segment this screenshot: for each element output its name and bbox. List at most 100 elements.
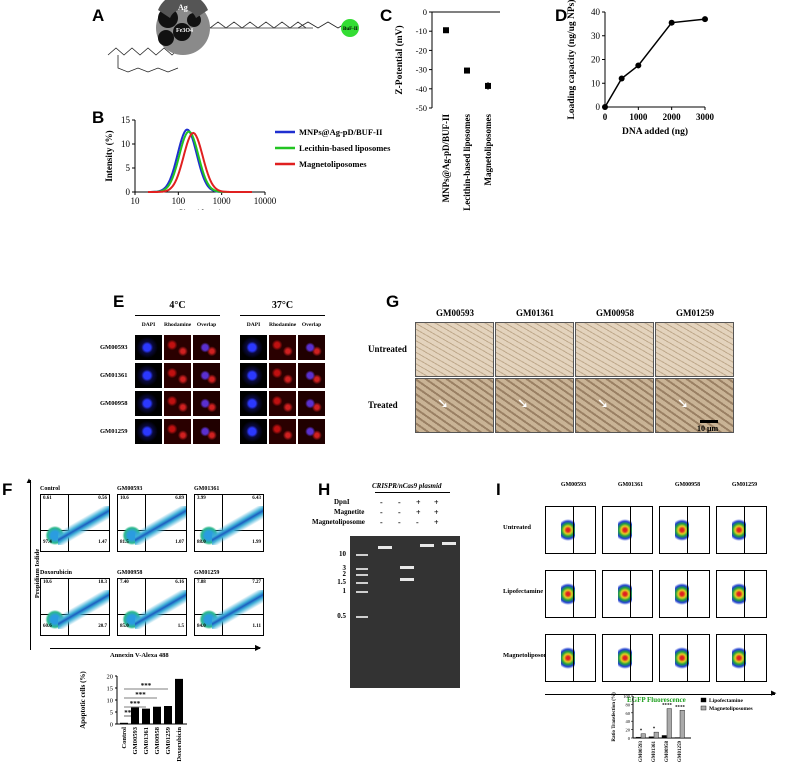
y-tick-label: 10 <box>591 78 601 88</box>
q1-value: 3.99 <box>197 496 206 501</box>
dna-band <box>378 546 392 549</box>
legend-label-2: Magnetoliposomes <box>709 706 753 712</box>
plot-title: GM01361 <box>194 486 219 492</box>
micrograph-dapi <box>135 391 162 416</box>
flow-plot <box>602 570 653 618</box>
sign-label: - <box>398 498 401 507</box>
sign-label: + <box>434 508 439 517</box>
q4-value: 97.4 <box>43 540 52 545</box>
column-label: GM00593 <box>415 308 495 318</box>
y-axis-label: Z-Potential (mV) <box>394 25 405 94</box>
category-label: GM01259 <box>165 726 172 754</box>
category-label: GM01259 <box>678 741 683 763</box>
ladder-band <box>356 574 368 576</box>
category-label: GM00593 <box>639 741 644 763</box>
row-label: GM00958 <box>100 400 127 407</box>
micrograph-dapi <box>135 335 162 360</box>
gate <box>573 635 596 681</box>
data-point <box>602 104 608 110</box>
data-point <box>443 27 449 33</box>
micrograph-dapi <box>240 335 267 360</box>
y-tick-label: 0 <box>110 722 113 729</box>
scale-label: 10 μm <box>697 424 718 433</box>
micrograph-rhodamine <box>269 335 296 360</box>
q1-value: 7.88 <box>197 580 206 585</box>
q2-value: 6.16 <box>175 580 184 585</box>
ag-shell-label: Ag <box>178 3 188 12</box>
y-axis-label: Apoptotic cells (%) <box>79 671 87 729</box>
brightfield-image <box>575 322 654 377</box>
gate <box>573 507 596 553</box>
flow-plot <box>545 634 596 682</box>
y-tick-label: 20 <box>107 674 114 681</box>
y-tick-label: 80 <box>626 702 631 707</box>
micrograph-dapi <box>240 391 267 416</box>
gate <box>744 507 767 553</box>
category-label: GM00593 <box>132 726 139 754</box>
y-tick-label: 0 <box>423 7 427 17</box>
legend-label-2: Lecithin-based liposomes <box>299 143 391 153</box>
flow-plot <box>602 634 653 682</box>
bar <box>164 706 172 724</box>
scale-bar <box>700 420 718 423</box>
flow-plot <box>659 634 710 682</box>
column-label: GM00593 <box>545 482 602 488</box>
gate <box>687 635 710 681</box>
bar-2 <box>667 709 672 738</box>
y-tick-label: 15 <box>107 686 114 693</box>
micrograph-overlap <box>298 335 325 360</box>
flow-plot <box>659 570 710 618</box>
y-axis-arrow-line <box>30 480 31 650</box>
legend-swatch-1 <box>701 698 706 702</box>
row-label: Magnetoliposome <box>312 518 365 526</box>
significance-label: *** <box>130 700 141 708</box>
bar-2 <box>680 710 685 738</box>
temp-header: 4°C <box>135 300 220 311</box>
y-tick-label: 20 <box>626 728 631 733</box>
micrograph-rhodamine <box>269 363 296 388</box>
y-tick-label: -20 <box>416 45 427 55</box>
gate <box>573 571 596 617</box>
series-line-2 <box>148 132 252 192</box>
legend-label-1: Lipofectamine <box>709 698 743 704</box>
bar <box>153 707 161 724</box>
arrow-icon: ➘ <box>677 396 689 413</box>
q3-value: 1.11 <box>253 624 261 629</box>
micrograph-overlap <box>193 363 220 388</box>
y-tick-label: 30 <box>591 31 601 41</box>
dna-band <box>442 542 456 545</box>
row-label: GM00593 <box>100 344 127 351</box>
micrograph-dapi <box>135 363 162 388</box>
category-label: Lecithin-based liposomes <box>462 114 472 211</box>
q4-value: 88.0 <box>197 540 206 545</box>
dna-band <box>400 578 414 581</box>
category-label: Magnetoliposomes <box>483 114 493 186</box>
gel-image <box>350 536 460 688</box>
x-axis-arrow-line <box>50 648 260 649</box>
q4-value: 81.5 <box>120 540 129 545</box>
column-label: GM01361 <box>495 308 575 318</box>
category-label: Doxorubicin <box>176 727 183 762</box>
column-label: GM00958 <box>659 482 716 488</box>
arrow-icon: ➘ <box>517 396 529 413</box>
flow-plot <box>716 570 767 618</box>
y-tick-label: 0 <box>628 736 631 741</box>
buf-peptide-label: BuF-II <box>343 27 358 32</box>
y-tick-label: 100 <box>623 694 631 699</box>
brightfield-image <box>575 378 654 433</box>
y-tick-label: 5 <box>110 710 113 717</box>
fe3o4-core-label: Fe3O4 <box>176 28 193 34</box>
sign-label: - <box>380 518 383 527</box>
category-label: GM00958 <box>154 726 161 754</box>
x-tick-label: 1000 <box>629 112 648 122</box>
bar-1 <box>649 737 654 738</box>
channel-label: Overlap <box>193 322 220 328</box>
plot-title: GM01259 <box>194 570 219 576</box>
column-label: GM01259 <box>655 308 735 318</box>
temp-divider <box>240 315 325 316</box>
